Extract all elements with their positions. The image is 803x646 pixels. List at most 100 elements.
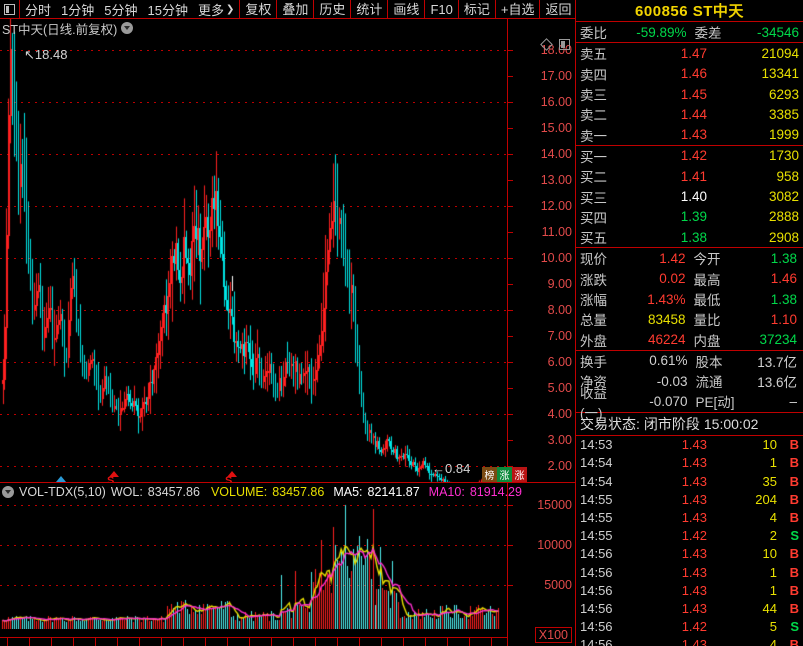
divider — [576, 434, 803, 436]
ask-level-row[interactable]: 卖三 1.45 6293 — [576, 84, 803, 104]
price-axis-label: 15.00 — [540, 121, 572, 135]
tick-row[interactable]: 14:56 1.43 10 B — [576, 545, 803, 563]
time-tick — [249, 638, 250, 646]
stock-title: 600856 ST中天 — [635, 3, 744, 20]
ratio-label: 委比 — [580, 26, 607, 42]
bid-level-row[interactable]: 买一 1.42 1730 — [576, 146, 803, 166]
price-axis-label: 14.00 — [540, 147, 572, 161]
buy-marker-triangle-icon — [56, 476, 66, 482]
tick-row[interactable]: 14:56 1.42 5 S — [576, 618, 803, 636]
tick-row[interactable]: 14:55 1.42 2 S — [576, 527, 803, 545]
price-axis-tick — [508, 206, 513, 207]
ask-volume: 21094 — [761, 45, 799, 61]
price-axis-label: 9.00 — [547, 277, 572, 291]
price-chart-pane[interactable]: ST中天(日线.前复权) 18.00 17.00 16.00 15.00 14.00 13… — [0, 19, 575, 483]
status-value: 闭市阶段 — [643, 415, 700, 432]
price-axis-label: 8.00 — [547, 303, 572, 317]
time-tick — [7, 638, 8, 646]
tick-row[interactable]: 14:55 1.43 204 B — [576, 490, 803, 508]
tick-volume: 2 — [769, 528, 777, 544]
time-tick — [381, 638, 382, 646]
price-axis-label: 17.00 — [540, 69, 572, 83]
price-chart-title-bar[interactable]: ST中天(日线.前复权) — [2, 20, 134, 37]
ask-level-row[interactable]: 卖五 1.47 21094 — [576, 43, 803, 63]
period-15min[interactable]: 15分钟 — [147, 2, 188, 18]
layout-icon[interactable] — [559, 39, 570, 50]
bid-label: 买四 — [580, 210, 607, 226]
time-tick — [447, 638, 448, 646]
ask-price: 1.43 — [680, 127, 707, 143]
volume-indicator-header[interactable]: VOL-TDX(5,10) WOL: 83457.86 VOLUME: 8345… — [2, 484, 522, 500]
volume-pane[interactable]: VOL-TDX(5,10) WOL: 83457.86 VOLUME: 8345… — [0, 483, 575, 646]
price-axis-tick — [508, 102, 513, 103]
period-fenshi[interactable]: 分时 — [25, 2, 52, 18]
button-diejia[interactable]: 叠加 — [276, 0, 315, 18]
bid-level-row[interactable]: 买五 1.38 2908 — [576, 227, 803, 247]
time-tick — [73, 638, 74, 646]
time-tick — [359, 638, 360, 646]
tick-time: 14:56 — [580, 600, 613, 616]
tick-row[interactable]: 14:56 1.43 1 B — [576, 581, 803, 599]
tick-price: 1.43 — [681, 455, 707, 471]
bid-level-row[interactable]: 买四 1.39 2888 — [576, 207, 803, 227]
button-fanhui[interactable]: 返回 — [539, 0, 578, 18]
ask-level-row[interactable]: 卖二 1.44 3385 — [576, 104, 803, 124]
tick-price: 1.43 — [681, 546, 707, 562]
bid-price: 1.39 — [680, 209, 707, 225]
ask-level-row[interactable]: 卖四 1.46 13341 — [576, 64, 803, 84]
ask-level-row[interactable]: 卖一 1.43 1999 — [576, 124, 803, 144]
button-huaxian[interactable]: 画线 — [387, 0, 426, 18]
tick-row[interactable]: 14:53 1.43 10 B — [576, 436, 803, 454]
period-5min[interactable]: 5分钟 — [104, 2, 138, 18]
diamond-icon[interactable] — [540, 38, 553, 51]
tick-volume: 5 — [769, 619, 777, 635]
tick-row[interactable]: 14:55 1.43 4 B — [576, 508, 803, 526]
tick-time: 14:56 — [580, 546, 613, 562]
divider — [576, 42, 803, 44]
button-f10[interactable]: F10 — [424, 0, 459, 18]
volume-axis-tick — [508, 505, 513, 506]
price-axis-label: 11.00 — [541, 225, 572, 239]
tick-row[interactable]: 14:54 1.43 1 B — [576, 454, 803, 472]
button-tongji[interactable]: 统计 — [350, 0, 389, 18]
volume-label: VOLUME: — [210, 485, 268, 499]
fund-value-left: 0.61% — [649, 353, 688, 369]
chevron-down-icon[interactable] — [2, 486, 14, 498]
bid-volume: 958 — [776, 168, 799, 184]
tick-row[interactable]: 14:56 1.43 44 B — [576, 599, 803, 617]
period-more[interactable]: 更多 ❯ — [193, 0, 239, 18]
chevron-down-icon[interactable] — [121, 22, 134, 34]
bid-level-row[interactable]: 买三 1.40 3082 — [576, 186, 803, 206]
tick-row[interactable]: 14:56 1.43 4 B — [576, 636, 803, 646]
candlestick-canvas[interactable] — [0, 19, 507, 482]
button-lishi[interactable]: 历史 — [313, 0, 352, 18]
bid-level-row[interactable]: 买二 1.41 958 — [576, 166, 803, 186]
price-axis-tick — [508, 336, 513, 337]
tick-price: 1.43 — [681, 509, 707, 525]
tick-time: 14:54 — [580, 455, 613, 471]
sell-marker-label-1: S — [107, 475, 115, 483]
ask-price: 1.47 — [680, 45, 707, 61]
tick-price: 1.42 — [681, 528, 707, 544]
diff-value: -34546 — [756, 24, 799, 40]
tick-volume: 10 — [762, 437, 777, 453]
button-fuquan[interactable]: 复权 — [239, 0, 278, 18]
tick-row[interactable]: 14:56 1.43 1 B — [576, 563, 803, 581]
tick-price: 1.43 — [681, 491, 707, 507]
tick-time: 14:56 — [580, 637, 613, 646]
price-axis-tick — [508, 310, 513, 311]
tick-direction: B — [789, 600, 799, 616]
volume-bars-canvas[interactable] — [0, 500, 507, 629]
button-add-zixuan[interactable]: +自选 — [494, 0, 541, 18]
volume-axis-label: 5000 — [544, 578, 572, 592]
tick-row[interactable]: 14:54 1.43 35 B — [576, 472, 803, 490]
button-biaoji[interactable]: 标记 — [457, 0, 496, 18]
divider — [576, 144, 803, 146]
order-ratio-row: 委比 -59.89% 委差 -34546 — [576, 22, 803, 42]
period-1min[interactable]: 1分钟 — [61, 2, 95, 18]
quote-stat-row: 总量 83458 量比 1.10 — [576, 309, 803, 329]
volume-axis-label: 15000 — [537, 498, 572, 512]
quote-panel: 600856 ST中天 委比 -59.89% 委差 -34546 卖五 1.47 2… — [575, 0, 803, 646]
tick-list[interactable]: 14:53 1.43 10 B 14:54 1.43 1 B 14:54 1.43 35 B 14:55… — [576, 436, 803, 646]
panel-toggle-icon[interactable] — [0, 0, 20, 18]
